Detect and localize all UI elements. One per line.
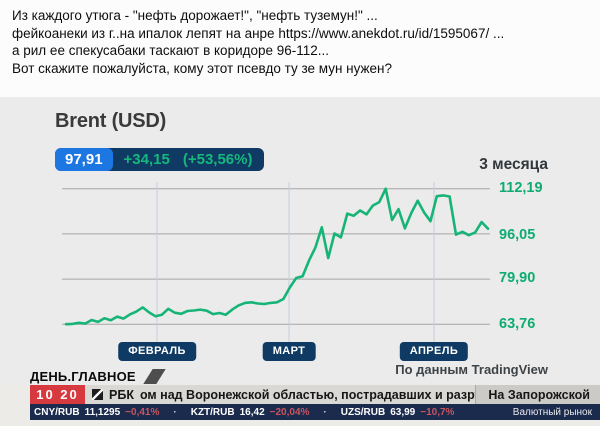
period-label: 3 месяца: [479, 156, 548, 173]
currency-rate: KZT/RUB 16,42 −20,04%: [190, 406, 310, 418]
horizontal-gridlines: [62, 188, 490, 325]
currency-rate: UZS/RUB 63,99 −10,7%: [340, 406, 455, 418]
price-chart: [62, 182, 490, 346]
anekdot-link[interactable]: https://www.anekdot.ru/id/1595067/: [278, 25, 490, 41]
currency-rate: CNY/RUB 11,1295 −0,41%: [34, 406, 160, 418]
post-text-line: Вот скажите пожалуйста, кому этот псевдо…: [12, 60, 393, 76]
post-text-line: Из каждого утюга - "нефть дорожает!", "н…: [12, 8, 378, 23]
chart-panel: Brent (USD) 97,91 +34,15 (+53,56%) 3 мес…: [0, 97, 600, 385]
separator-dot: ·: [173, 406, 177, 418]
y-axis-tick: 79,90: [499, 270, 536, 286]
rate-change: −0,41%: [125, 406, 160, 418]
time-badge: 10 20: [30, 385, 85, 404]
post-text-line: а рил ее спекусабаки таскают в коридоре …: [12, 43, 330, 58]
show-brand-label: ДЕНЬ.ГЛАВНОЕ: [30, 369, 136, 384]
currency-row: CNY/RUB 11,1295 −0,41% · KZT/RUB 16,42 −…: [30, 404, 600, 420]
channel-name: РБК: [109, 387, 134, 402]
rate-change: −20,04%: [269, 406, 310, 418]
change-percent: (+53,56%): [182, 151, 253, 168]
show-brand: ДЕНЬ.ГЛАВНОЕ: [30, 369, 166, 384]
price-change-badge: 97,91 +34,15 (+53,56%): [55, 148, 265, 171]
news-ticker: 10 20 РБК ом над Воронежской областью, п…: [0, 385, 600, 426]
y-axis-tick: 63,76: [499, 316, 536, 332]
headline-row: 10 20 РБК ом над Воронежской областью, п…: [30, 385, 600, 404]
price-line-series: [64, 187, 490, 326]
market-section-label: Валютный рынок: [512, 406, 592, 418]
change-absolute: +34,15: [123, 151, 170, 168]
next-headline: На Запорожской: [475, 385, 600, 404]
x-axis-month-pill: МАРТ: [262, 342, 316, 361]
separator-dot: ·: [323, 406, 327, 418]
change-badge: +34,15 (+53,56%): [124, 151, 253, 168]
chart-title: Brent (USD): [55, 110, 167, 132]
month-gridlines: [156, 182, 435, 346]
data-source-label: По данным TradingView: [395, 362, 548, 377]
headline-text: ом над Воронежской областью, пострадавши…: [139, 387, 475, 402]
rbc-logo-icon: [92, 389, 103, 400]
currency-rates: CNY/RUB 11,1295 −0,41% · KZT/RUB 16,42 −…: [34, 407, 454, 418]
post-text-line: фейкоанеки из г..на ипалок лепят на анре…: [12, 25, 505, 41]
y-axis-tick: 112,19: [499, 180, 543, 196]
x-axis-month-pill: АПРЕЛЬ: [399, 342, 469, 361]
post-text-block: Из каждого утюга - "нефть дорожает!", "н…: [0, 0, 600, 97]
last-price-badge: 97,91: [55, 148, 113, 171]
rate-change: −10,7%: [420, 406, 455, 418]
y-axis-tick: 96,05: [499, 227, 536, 243]
x-axis-month-pill: ФЕВРАЛЬ: [118, 342, 196, 361]
headline-strip: РБК ом над Воронежской областью, пострад…: [85, 385, 476, 404]
